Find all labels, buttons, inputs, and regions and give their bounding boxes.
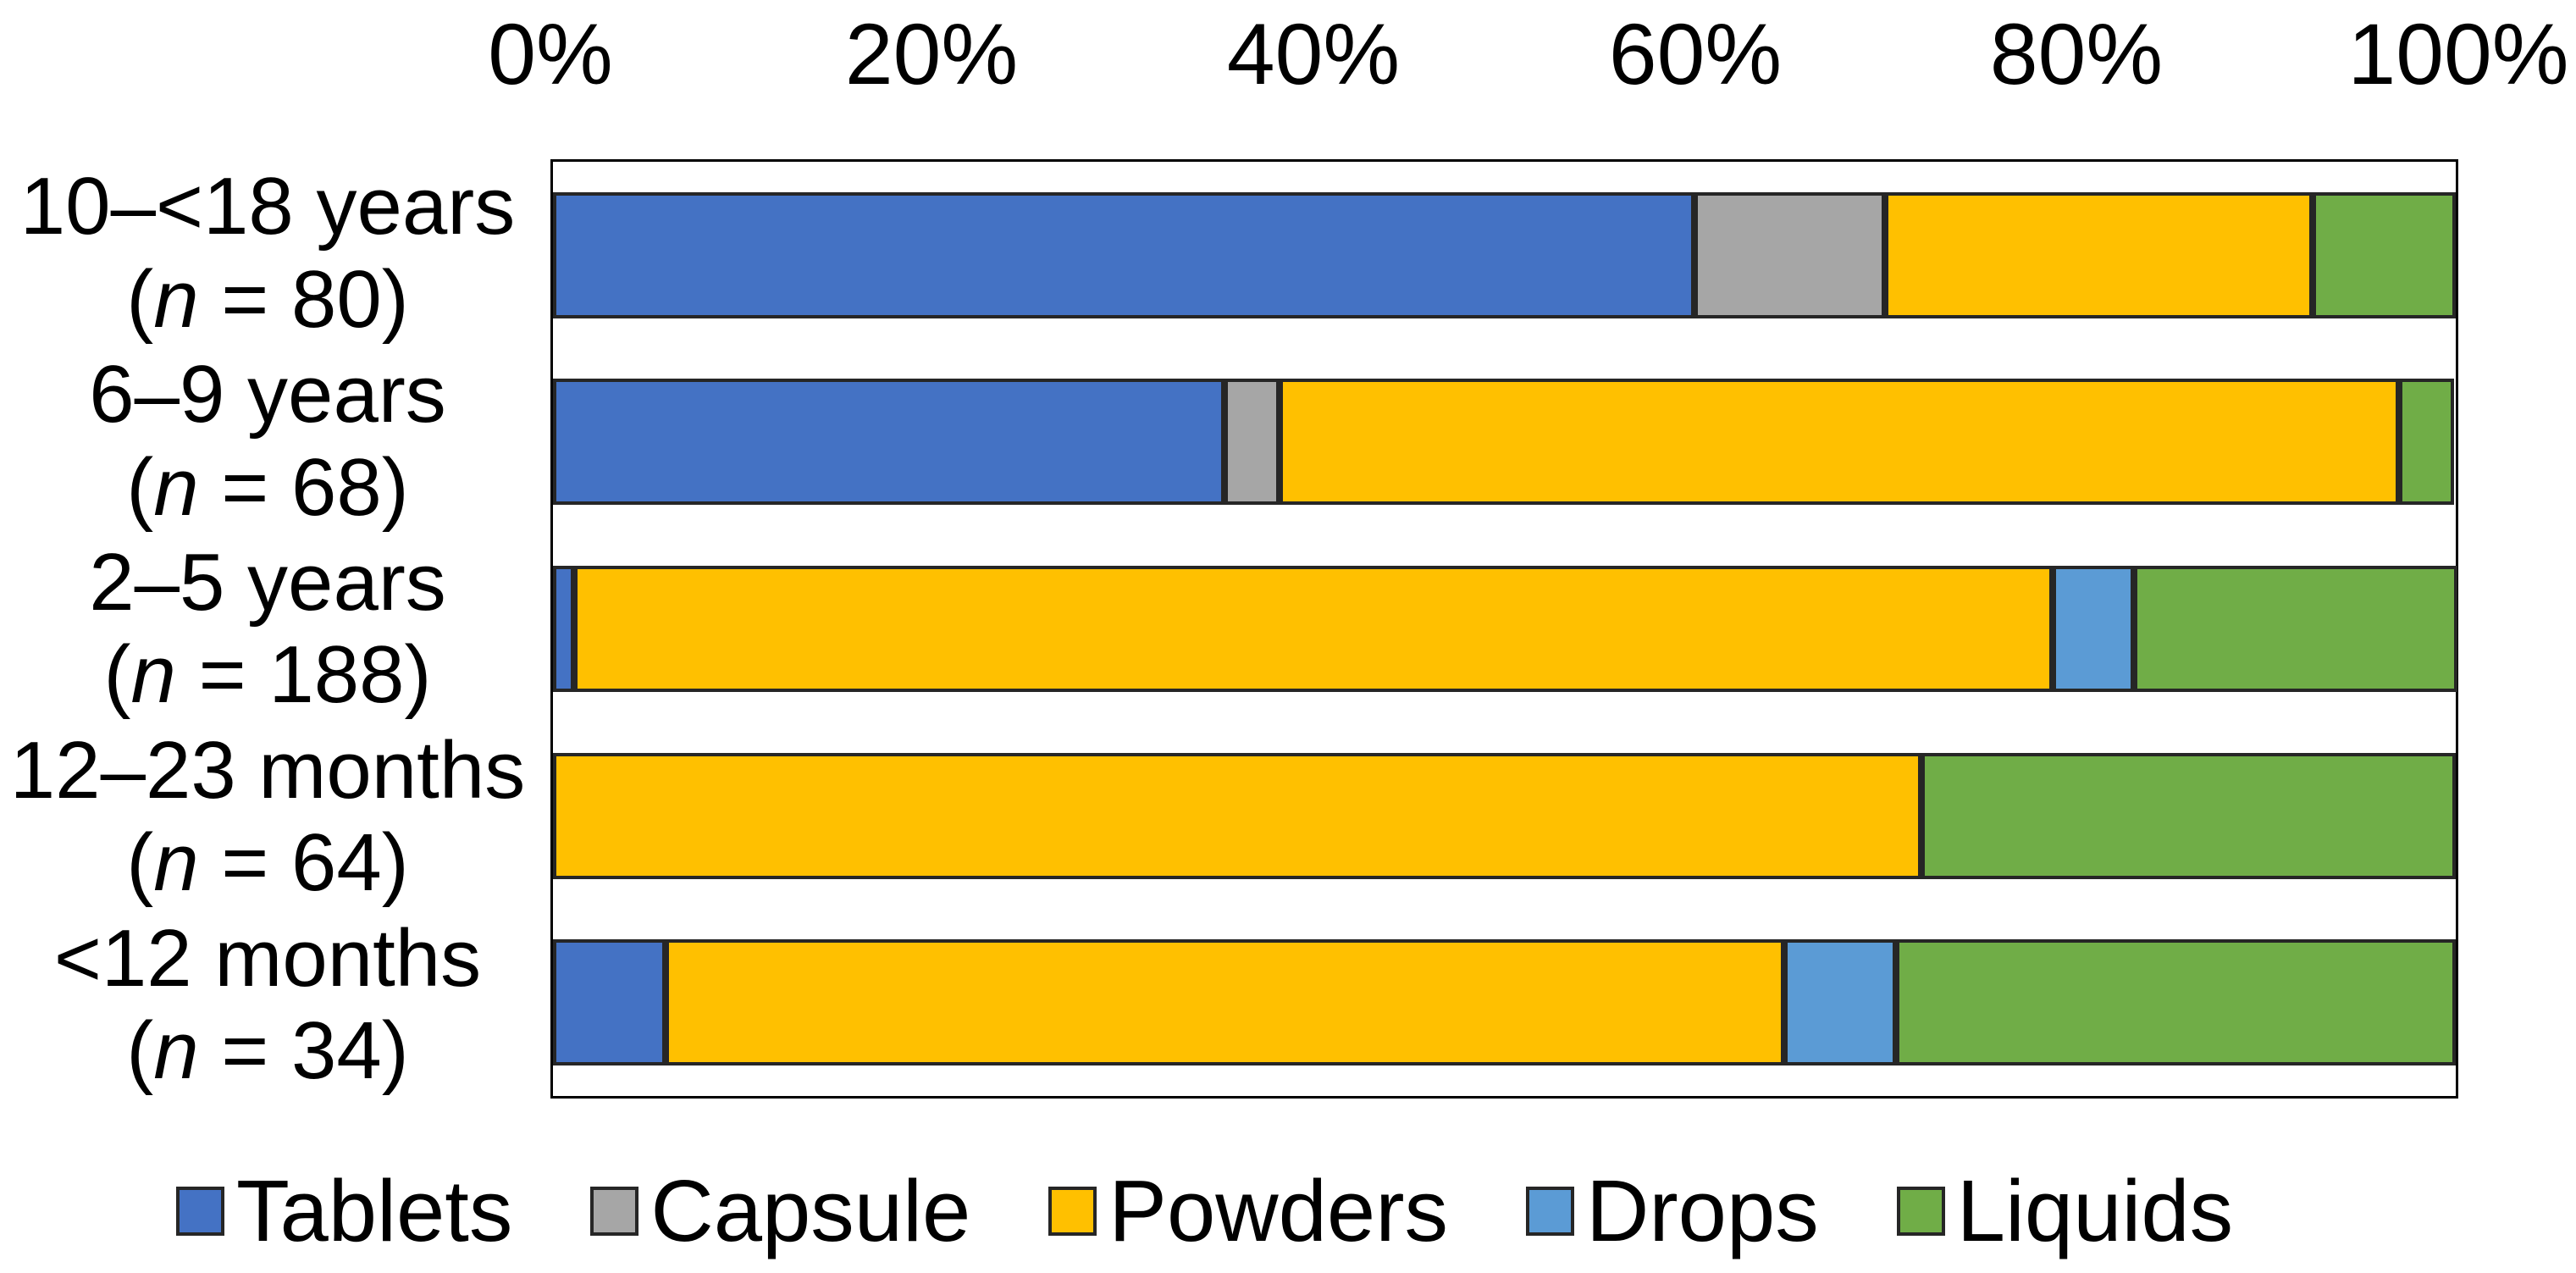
bar-row	[553, 722, 2456, 910]
bar-segment-liquids	[2398, 379, 2454, 506]
bar-row	[553, 349, 2456, 536]
legend-swatch-tablets-icon	[176, 1186, 224, 1236]
bar-segment-powders	[1280, 379, 2399, 506]
bar-row	[553, 909, 2456, 1096]
legend-label-capsule: Capsule	[650, 1162, 971, 1259]
x-tick-label-40: 40%	[1226, 6, 1401, 102]
x-tick-label-60: 60%	[1608, 6, 1783, 102]
category-label-range: <12 months	[53, 912, 482, 1004]
x-tick-label-100: 100%	[2347, 6, 2569, 102]
bar-segment-capsule	[1224, 379, 1280, 506]
category-label-n: (n = 80)	[126, 253, 409, 345]
bar-segment-liquids	[1921, 752, 2456, 879]
legend-item-powders: Powders	[1048, 1167, 1448, 1254]
x-tick-label-80: 80%	[1989, 6, 2164, 102]
bar-segment-powders	[665, 939, 1784, 1066]
bar-segment-capsule	[1694, 191, 1885, 318]
stacked-bar	[553, 939, 2456, 1066]
bar-segment-tablets	[553, 379, 1225, 506]
stacked-bar	[553, 379, 2456, 506]
stacked-bar	[553, 752, 2456, 879]
legend-swatch-drops-icon	[1526, 1186, 1574, 1236]
plot-area	[550, 159, 2458, 1099]
category-label-n: (n = 188)	[103, 629, 432, 721]
legend-item-tablets: Tablets	[176, 1167, 512, 1254]
category-label-n: (n = 34)	[126, 1005, 409, 1097]
category-label-range: 10–<18 years	[19, 161, 516, 252]
category-label-range: 6–9 years	[89, 349, 446, 440]
bar-segment-liquids	[1896, 939, 2456, 1066]
bar-segment-tablets	[553, 191, 1695, 318]
legend-item-liquids: Liquids	[1896, 1162, 2234, 1259]
legend-label-liquids: Liquids	[1956, 1162, 2234, 1259]
category-label: 2–5 years (n = 188)	[7, 535, 528, 723]
bar-segment-powders	[573, 565, 2053, 692]
bar-segment-powders	[553, 752, 1921, 879]
bar-segment-powders	[1884, 191, 2313, 318]
legend: Tablets Capsule Powders Drops Liquids	[176, 1167, 2233, 1254]
bar-segment-drops	[1783, 939, 1897, 1066]
category-label: 10–<18 years (n = 80)	[7, 159, 528, 347]
bar-row	[553, 162, 2456, 349]
stacked-bar	[553, 565, 2458, 692]
legend-label-powders: Powders	[1108, 1162, 1448, 1259]
legend-label-drops: Drops	[1586, 1162, 1819, 1259]
legend-swatch-powders-icon	[1048, 1186, 1097, 1236]
bar-segment-liquids	[2134, 565, 2458, 692]
category-label: 6–9 years (n = 68)	[7, 347, 528, 535]
legend-item-drops: Drops	[1526, 1167, 1819, 1254]
legend-label-tablets: Tablets	[236, 1162, 513, 1259]
legend-item-capsule: Capsule	[590, 1167, 970, 1254]
category-label-range: 2–5 years	[89, 537, 446, 628]
bar-segment-tablets	[553, 565, 574, 692]
x-tick-label-0: 0%	[488, 6, 613, 102]
category-label-n: (n = 68)	[126, 441, 409, 533]
category-label: 12–23 months (n = 64)	[7, 722, 528, 910]
bar-segment-tablets	[553, 939, 666, 1066]
bar-row	[553, 535, 2458, 722]
category-label-n: (n = 64)	[126, 817, 409, 909]
bar-segment-drops	[2052, 565, 2135, 692]
bar-segment-liquids	[2313, 191, 2456, 318]
x-tick-label-20: 20%	[844, 6, 1019, 102]
legend-swatch-liquids-icon	[1896, 1186, 1945, 1236]
y-axis-category-labels: 10–<18 years (n = 80) 6–9 years (n = 68) 2–5…	[7, 159, 528, 1099]
legend-swatch-capsule-icon	[590, 1186, 639, 1236]
category-label: <12 months (n = 34)	[7, 910, 528, 1099]
category-label-range: 12–23 months	[9, 724, 526, 816]
stacked-bar	[553, 191, 2456, 318]
